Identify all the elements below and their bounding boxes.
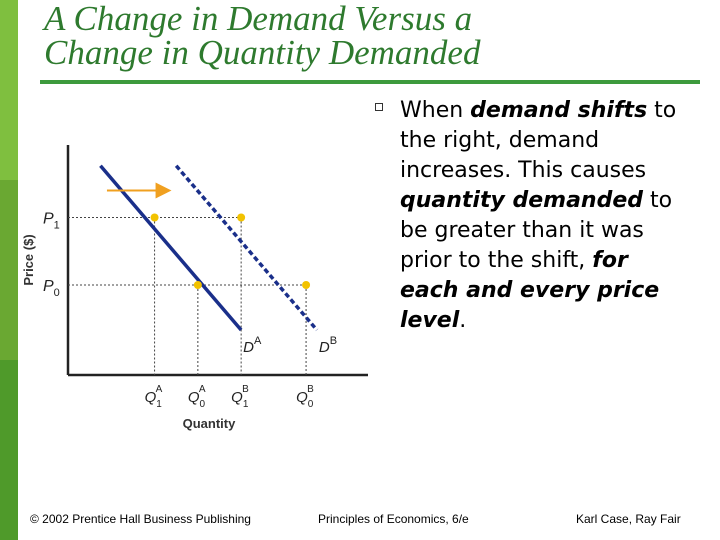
tick-sub: 0	[308, 399, 314, 410]
footer-book-title: Principles of Economics, 6/e	[318, 512, 469, 526]
x-tick-sup: A	[199, 384, 206, 395]
tick-main: Q	[188, 389, 200, 406]
curve-label-sup: B	[330, 335, 337, 347]
x-tick-label: Q0	[296, 389, 314, 410]
sidebar-segment	[0, 0, 18, 180]
demand-curve-label: DB	[319, 335, 337, 356]
x-axis-title: Quantity	[183, 416, 236, 431]
data-point	[302, 281, 311, 289]
tick-main: P	[43, 211, 54, 228]
tick-main: Q	[145, 389, 157, 406]
title-line-1: A Change in Demand Versus a	[44, 0, 473, 38]
data-point	[150, 213, 159, 222]
bullet-run: to the right, demand increases. This cau…	[400, 98, 677, 183]
square-bullet-icon	[375, 103, 383, 111]
sidebar-segment	[0, 360, 18, 540]
bullet-emphasis: demand shifts	[470, 98, 648, 123]
tick-sub: 1	[156, 399, 162, 410]
demand-curve-label: DA	[243, 335, 262, 356]
tick-main: P	[43, 278, 54, 295]
y-axis-title: Price ($)	[21, 234, 36, 285]
tick-sub: 0	[54, 287, 60, 299]
curve-label-main: D	[243, 339, 254, 356]
tick-sub: 0	[200, 399, 206, 410]
x-tick-sup: B	[242, 384, 249, 395]
footer-copyright: © 2002 Prentice Hall Business Publishing	[30, 512, 251, 526]
tick-main: Q	[231, 389, 243, 406]
sidebar-segment	[0, 180, 18, 360]
x-tick-sup: B	[307, 384, 314, 395]
y-tick-label: P0	[43, 278, 60, 299]
footer-authors: Karl Case, Ray Fair	[576, 512, 681, 526]
tick-sub: 1	[243, 399, 249, 410]
bullet-run: to be greater than it was prior to the s…	[400, 188, 673, 273]
x-tick-label: Q1	[231, 389, 249, 410]
x-tick-label: Q1	[145, 389, 163, 410]
title-underline	[40, 80, 700, 84]
data-point	[237, 213, 246, 222]
title-line-2: Change in Quantity Demanded	[44, 33, 481, 72]
data-point	[193, 281, 202, 289]
bullet-run: When	[400, 98, 471, 123]
tick-main: Q	[296, 389, 308, 406]
demand-curve-b	[174, 164, 319, 332]
x-tick-sup: A	[156, 384, 163, 395]
curve-label-main: D	[319, 339, 330, 356]
sidebar-decoration	[0, 0, 18, 540]
bullet-text: When demand shifts to the right, demand …	[400, 96, 690, 336]
bullet-run: .	[459, 308, 467, 333]
demand-curve-a	[99, 164, 243, 332]
slide-title: A Change in Demand Versus a Change in Qu…	[44, 0, 664, 72]
x-tick-label: Q0	[188, 389, 206, 410]
tick-sub: 1	[54, 220, 60, 232]
bullet-emphasis: for each and every price level	[400, 248, 660, 333]
bullet-emphasis: quantity demanded	[400, 188, 644, 213]
curve-label-sup: A	[254, 335, 262, 347]
y-tick-label: P1	[43, 211, 60, 232]
